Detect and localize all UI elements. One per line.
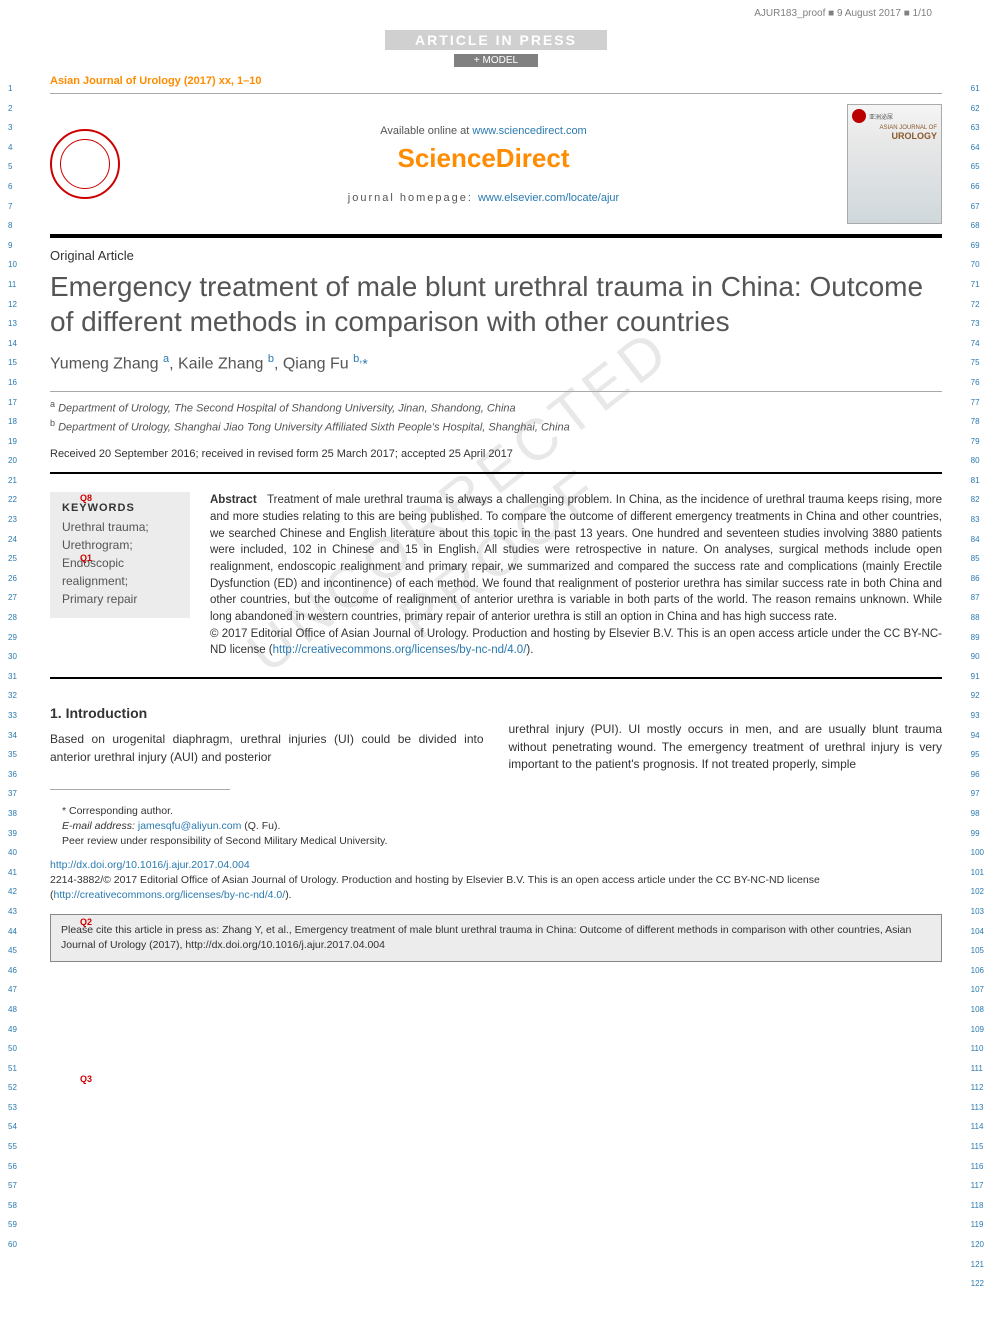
affil-a-text: Department of Urology, The Second Hospit… <box>58 403 516 415</box>
email-line: E-mail address: jamesqfu@aliyun.com (Q. … <box>62 819 942 834</box>
abstract-block: KEYWORDS Urethral trauma; Urethrogram; E… <box>50 492 942 659</box>
available-online: Available online at www.sciencedirect.co… <box>135 125 832 137</box>
keywords-heading: KEYWORDS <box>62 502 178 514</box>
proof-stamp: AJUR183_proof ■ 9 August 2017 ■ 1/10 <box>754 8 932 19</box>
cc-license-link[interactable]: http://creativecommons.org/licenses/by-n… <box>273 644 527 656</box>
rule-thick <box>50 234 942 238</box>
header-block: Available online at www.sciencedirect.co… <box>50 104 942 224</box>
keywords-box: KEYWORDS Urethral trauma; Urethrogram; E… <box>50 492 190 618</box>
query-q3: Q3 <box>80 1073 92 1086</box>
abstract-label: Abstract <box>210 494 257 506</box>
issn-close: ). <box>285 889 291 901</box>
doi-link[interactable]: http://dx.doi.org/10.1016/j.ajur.2017.04… <box>50 859 250 871</box>
author-1-affil: a <box>163 353 169 365</box>
rule-med-2 <box>50 677 942 679</box>
corresponding-asterisk: * <box>362 355 367 371</box>
footnotes: * Corresponding author. E-mail address: … <box>50 804 942 848</box>
sciencedirect-logo: ScienceDirect <box>135 143 832 174</box>
rule-med <box>50 472 942 474</box>
email-link[interactable]: jamesqfu@aliyun.com <box>138 820 241 832</box>
author-2-affil: b <box>268 353 274 365</box>
rule-thin <box>50 93 942 94</box>
email-label: E-mail address: <box>62 820 138 832</box>
article-dates: Received 20 September 2016; received in … <box>50 448 942 460</box>
cover-badge-chars: 亚洲泌尿 <box>869 112 893 121</box>
banner-article-in-press: ARTICLE IN PRESS <box>385 30 607 50</box>
banner-row: ARTICLE IN PRESS <box>50 30 942 50</box>
authors: Yumeng Zhang a, Kaile Zhang b, Qiang Fu … <box>50 353 942 373</box>
cc-link-2[interactable]: http://creativecommons.org/licenses/by-n… <box>54 889 286 901</box>
cover-badge-dot-icon <box>852 109 866 123</box>
journal-reference: Asian Journal of Urology (2017) xx, 1–10 <box>50 75 942 87</box>
sciencedirect-link[interactable]: www.sciencedirect.com <box>472 125 586 137</box>
article-type: Original Article <box>50 248 942 263</box>
query-q8: Q8 <box>80 493 92 503</box>
query-q1: Q1 <box>80 553 92 563</box>
article-title: Emergency treatment of male blunt urethr… <box>50 269 942 339</box>
rule-thin-2 <box>50 391 942 392</box>
corresponding-author: * Corresponding author. <box>62 804 942 819</box>
citation-box: Please cite this article in press as: Zh… <box>50 914 942 961</box>
abstract-close: ). <box>526 644 533 656</box>
query-q2: Q2 <box>80 917 92 927</box>
author-3-affil: b, <box>353 353 362 365</box>
affiliation-b: b Department of Urology, Shanghai Jiao T… <box>50 417 942 436</box>
abstract-body: Treatment of male urethral trauma is alw… <box>210 494 942 623</box>
homepage-link[interactable]: www.elsevier.com/locate/ajur <box>478 192 619 204</box>
available-label: Available online at <box>380 125 472 137</box>
affil-b-text: Department of Urology, Shanghai Jiao Ton… <box>58 422 570 434</box>
keywords-list: Urethral trauma; Urethrogram; Endoscopic… <box>62 518 178 608</box>
abstract-column: Abstract Treatment of male urethral trau… <box>210 492 942 659</box>
section-1-heading: 1. Introduction <box>50 703 484 723</box>
line-numbers-left: 1234567891011121314151617181920212223242… <box>8 85 17 1261</box>
body-col-right: urethral injury (PUI). UI mostly occurs … <box>509 689 943 773</box>
keywords-column: KEYWORDS Urethral trauma; Urethrogram; E… <box>50 492 190 659</box>
homepage-line: journal homepage: www.elsevier.com/locat… <box>135 192 832 204</box>
author-2: Kaile Zhang <box>178 355 263 372</box>
banner-model: + MODEL <box>454 54 538 67</box>
banner-row-2: + MODEL <box>50 54 942 67</box>
affiliation-a: a Department of Urology, The Second Hosp… <box>50 398 942 417</box>
peer-review-note: Peer review under responsibility of Seco… <box>62 834 942 849</box>
footnote-rule <box>50 789 230 790</box>
body-col-left: Q3 1. Introduction Based on urogenital d… <box>50 689 484 773</box>
doi-block: http://dx.doi.org/10.1016/j.ajur.2017.04… <box>50 858 942 902</box>
email-after: (Q. Fu). <box>241 820 280 832</box>
intro-para-left: Based on urogenital diaphragm, urethral … <box>50 731 484 766</box>
homepage-label: journal homepage: <box>348 192 478 204</box>
body-columns: Q3 1. Introduction Based on urogenital d… <box>50 689 942 773</box>
line-numbers-right: 6162636465666768697071727374757677787980… <box>971 85 984 1300</box>
header-center: Available online at www.sciencedirect.co… <box>135 125 832 204</box>
intro-para-right: urethral injury (PUI). UI mostly occurs … <box>509 721 943 773</box>
journal-cover-thumb: 亚洲泌尿 ASIAN JOURNAL OF UROLOGY <box>847 104 942 224</box>
author-3: Qiang Fu <box>283 355 349 372</box>
cover-title-big: UROLOGY <box>880 131 937 141</box>
author-1: Yumeng Zhang <box>50 355 159 372</box>
publisher-seal-icon <box>50 129 120 199</box>
